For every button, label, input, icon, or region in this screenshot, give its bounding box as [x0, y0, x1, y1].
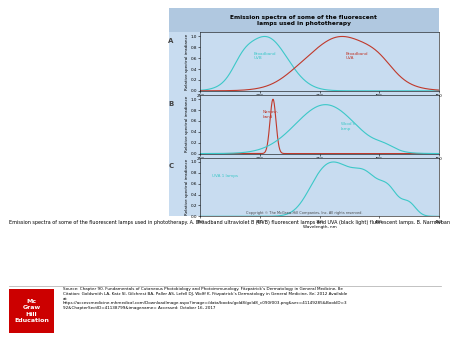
Text: UVA 1 lamps: UVA 1 lamps	[212, 174, 238, 178]
X-axis label: Wavelength, nm: Wavelength, nm	[302, 163, 337, 166]
Text: Source: Chapter 90. Fundamentals of Cutaneous Photobiology and Photoimmunology. : Source: Chapter 90. Fundamentals of Cuta…	[63, 287, 347, 310]
Y-axis label: Relative spectral irradiance: Relative spectral irradiance	[185, 96, 189, 152]
Text: C: C	[168, 164, 174, 169]
Text: Emission spectra of some of the fluorescent
lamps used in phototherapy: Emission spectra of some of the fluoresc…	[230, 15, 377, 26]
Text: Broadband
UVB: Broadband UVB	[254, 52, 276, 60]
Text: Mc
Graw
Hill
Education: Mc Graw Hill Education	[14, 299, 49, 323]
Text: B: B	[168, 101, 174, 107]
Text: Narrow-
band: Narrow- band	[262, 110, 279, 119]
Text: Broadband
UVA: Broadband UVA	[346, 52, 368, 60]
Text: Copyright © The McGraw-Hill Companies, Inc. All rights reserved.: Copyright © The McGraw-Hill Companies, I…	[246, 211, 362, 215]
X-axis label: Wavelength, nm: Wavelength, nm	[302, 100, 337, 104]
Y-axis label: Relative spectral irradiance: Relative spectral irradiance	[185, 159, 189, 215]
Text: Emission spectra of some of the fluorescent lamps used in phototherapy. A. Broad: Emission spectra of some of the fluoresc…	[9, 220, 450, 225]
Text: Wood's
lamp: Wood's lamp	[341, 122, 356, 131]
Y-axis label: Relative spectral irradiance: Relative spectral irradiance	[185, 33, 189, 90]
Text: A: A	[168, 38, 174, 44]
X-axis label: Wavelength, nm: Wavelength, nm	[302, 225, 337, 229]
